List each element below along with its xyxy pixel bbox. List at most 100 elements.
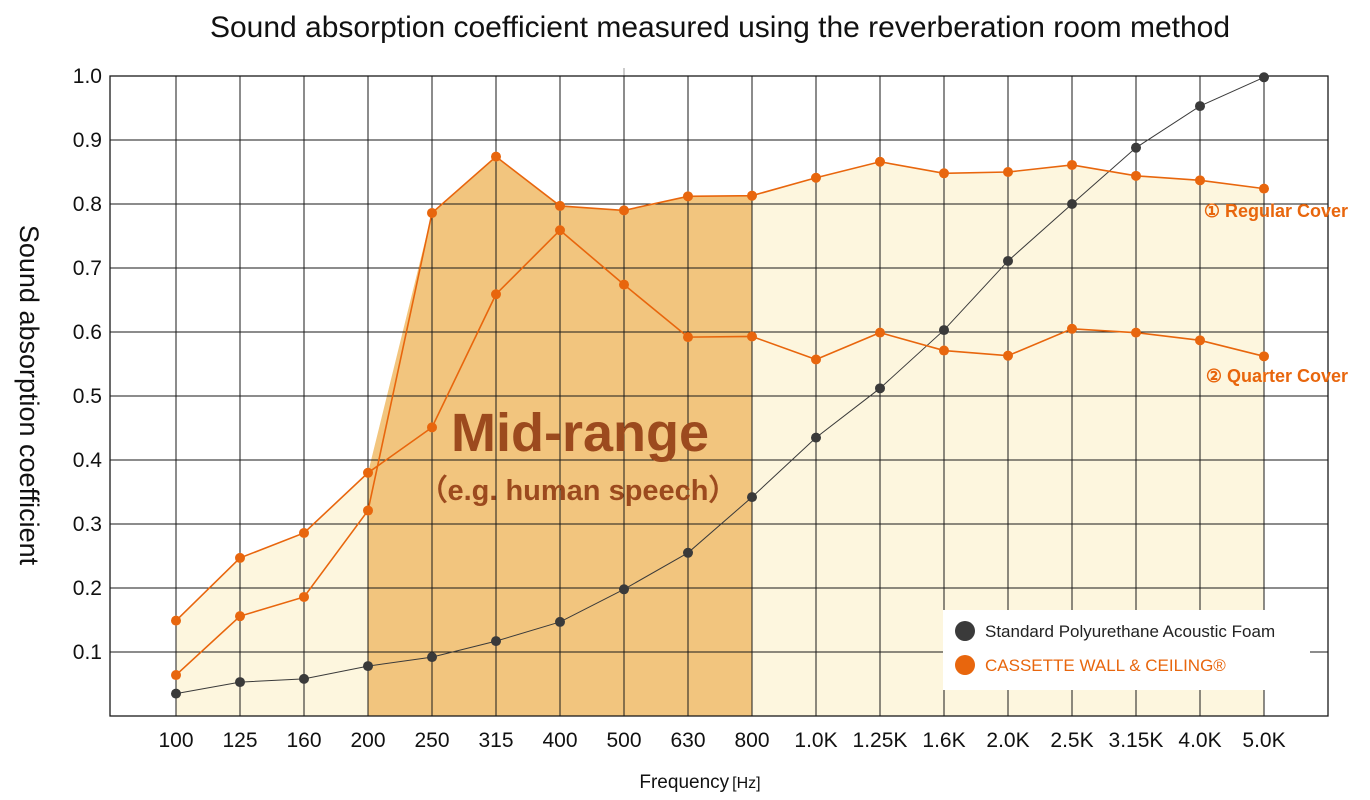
data-point <box>491 636 501 647</box>
x-tick-label: 4.0K <box>1178 729 1221 752</box>
data-point <box>1131 327 1141 338</box>
x-tick-label: 1.0K <box>794 729 837 752</box>
series-line <box>175 155 1265 676</box>
data-point <box>363 661 373 672</box>
x-axis-label: Frequency [Hz] <box>639 772 760 793</box>
x-tick-label: 125 <box>222 729 257 752</box>
legend-foam-label: Standard Polyurethane Acoustic Foam <box>985 622 1275 641</box>
y-tick-label: 0.6 <box>73 321 102 344</box>
data-point <box>1195 335 1205 346</box>
data-point <box>299 591 309 602</box>
midrange-annotation: Mid-range （e.g. human speech） <box>418 403 737 507</box>
data-point <box>363 505 373 516</box>
x-tick-label: 2.0K <box>986 729 1029 752</box>
data-point <box>1067 159 1077 170</box>
regular-cover-label: ① Regular Cover <box>1204 201 1348 221</box>
x-tick-labels: 100 125 160 200 250 315 400 500 630 800 1.0K 1.25K 1… <box>158 729 1285 752</box>
data-point <box>939 168 949 179</box>
data-point <box>363 467 373 478</box>
chart-title: Sound absorption coefficient measured us… <box>210 11 1230 44</box>
data-point <box>171 688 181 699</box>
data-point <box>1259 351 1269 362</box>
data-point <box>171 670 181 681</box>
data-point <box>683 547 693 558</box>
y-tick-label: 0.5 <box>73 385 102 408</box>
data-point <box>747 492 757 503</box>
x-tick-label: 200 <box>350 729 385 752</box>
data-point <box>427 422 437 433</box>
y-tick-label: 0.3 <box>73 513 102 536</box>
x-axis-label-unit: [Hz] <box>732 775 760 792</box>
data-point <box>811 354 821 365</box>
data-point <box>555 225 565 236</box>
legend-cassette-marker <box>955 655 975 675</box>
data-point <box>427 207 437 218</box>
series-line <box>175 76 1265 695</box>
x-tick-label: 3.15K <box>1109 729 1164 752</box>
x-tick-label: 400 <box>542 729 577 752</box>
data-point <box>875 327 885 338</box>
legend: Standard Polyurethane Acoustic Foam CASS… <box>943 610 1310 690</box>
y-tick-label: 1.0 <box>73 65 102 88</box>
y-tick-label: 0.7 <box>73 257 102 280</box>
series-lines <box>171 72 1269 699</box>
x-tick-label: 160 <box>286 729 321 752</box>
data-point <box>619 584 629 595</box>
data-point <box>299 673 309 684</box>
data-point <box>747 331 757 342</box>
series-line <box>175 229 1265 622</box>
data-point <box>555 200 565 211</box>
data-point <box>619 279 629 290</box>
data-point <box>1067 199 1077 209</box>
x-tick-label: 1.25K <box>853 729 908 752</box>
data-point <box>299 527 309 538</box>
data-point <box>235 677 245 688</box>
data-point <box>491 289 501 300</box>
data-point <box>939 345 949 356</box>
data-point <box>1003 167 1013 177</box>
data-point <box>555 616 565 627</box>
data-point <box>747 190 757 201</box>
data-point <box>811 432 821 443</box>
data-point <box>683 332 693 343</box>
legend-box <box>943 610 1310 690</box>
y-tick-label: 0.8 <box>73 193 102 216</box>
x-axis-label-name: Frequency <box>639 772 729 793</box>
data-point <box>1003 255 1013 266</box>
y-tick-labels: 1.0 0.9 0.8 0.7 0.6 0.5 0.4 0.3 0.2 0.1 <box>73 65 103 664</box>
x-tick-label: 630 <box>670 729 705 752</box>
midrange-subtitle: （e.g. human speech） <box>418 474 737 507</box>
y-axis-label: Sound absorption coefficient <box>14 225 44 566</box>
data-point <box>1131 142 1141 153</box>
y-tick-label: 0.9 <box>73 129 102 152</box>
x-tick-label: 100 <box>158 729 193 752</box>
midrange-title: Mid-range <box>451 403 709 463</box>
data-point <box>683 191 693 202</box>
legend-cassette-label: CASSETTE WALL & CEILING® <box>985 656 1226 675</box>
data-point <box>427 652 437 663</box>
data-point <box>875 383 885 394</box>
data-point <box>619 205 629 216</box>
y-tick-label: 0.2 <box>73 577 102 600</box>
data-point <box>1259 72 1269 83</box>
data-point <box>1067 323 1077 334</box>
x-tick-label: 315 <box>478 729 513 752</box>
data-point <box>235 611 245 622</box>
x-tick-label: 800 <box>734 729 769 752</box>
x-tick-label: 5.0K <box>1242 729 1285 752</box>
data-point <box>939 325 949 336</box>
data-point <box>1195 101 1205 112</box>
data-point <box>491 151 501 162</box>
plot-frame <box>109 75 1329 717</box>
data-point <box>811 172 821 183</box>
data-point <box>1131 170 1141 181</box>
legend-foam-marker <box>955 621 975 641</box>
data-point <box>171 615 181 626</box>
x-tick-label: 500 <box>606 729 641 752</box>
y-tick-label: 0.4 <box>73 449 103 472</box>
x-tick-label: 1.6K <box>922 729 965 752</box>
y-tick-label: 0.1 <box>73 641 102 664</box>
quarter-cover-label: ② Quarter Cover <box>1206 366 1348 386</box>
x-tick-label: 2.5K <box>1050 729 1093 752</box>
